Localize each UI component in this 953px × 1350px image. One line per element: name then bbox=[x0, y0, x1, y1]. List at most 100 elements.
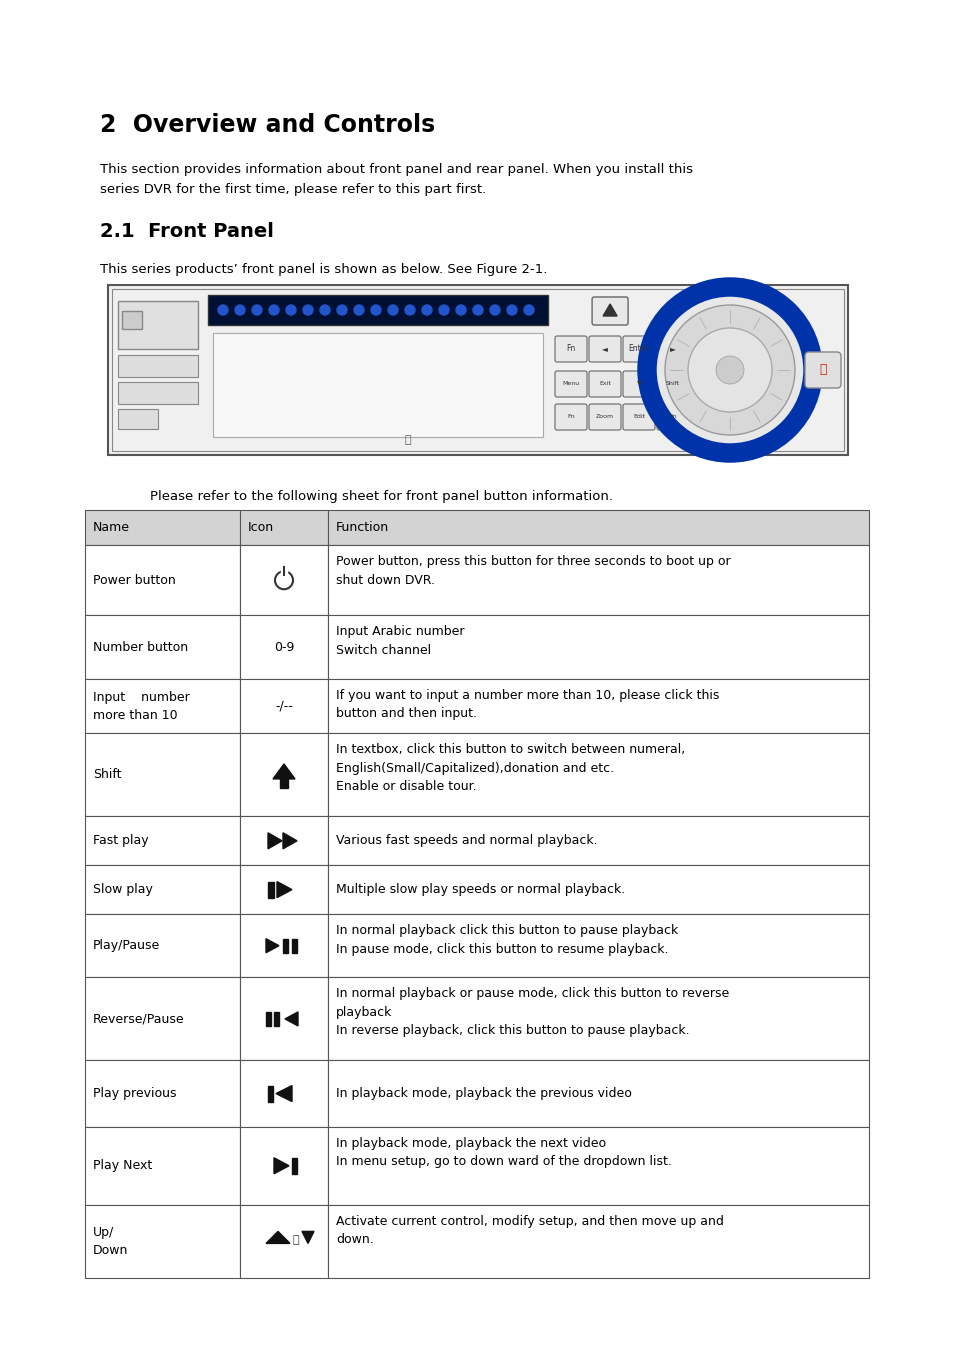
Bar bbox=[85, 977, 240, 1060]
Circle shape bbox=[421, 305, 432, 315]
Bar bbox=[240, 733, 328, 817]
Circle shape bbox=[490, 305, 499, 315]
Text: ▼: ▼ bbox=[636, 382, 640, 386]
Bar bbox=[328, 510, 868, 545]
Circle shape bbox=[641, 282, 817, 458]
Bar bbox=[328, 865, 868, 914]
Circle shape bbox=[506, 305, 517, 315]
Bar bbox=[328, 733, 868, 817]
Polygon shape bbox=[283, 833, 296, 849]
Text: Slow play: Slow play bbox=[92, 883, 152, 896]
FancyBboxPatch shape bbox=[588, 371, 620, 397]
Bar bbox=[112, 289, 843, 451]
Circle shape bbox=[252, 305, 262, 315]
Text: Zoom: Zoom bbox=[596, 414, 614, 420]
Bar bbox=[240, 545, 328, 616]
Text: Fn: Fn bbox=[566, 344, 575, 354]
Text: Play previous: Play previous bbox=[92, 1087, 176, 1100]
Bar bbox=[240, 510, 328, 545]
Bar bbox=[85, 1204, 240, 1278]
Circle shape bbox=[664, 305, 794, 435]
Text: Number button: Number button bbox=[92, 641, 188, 653]
Bar bbox=[328, 616, 868, 679]
Text: Play Next: Play Next bbox=[92, 1160, 152, 1172]
Circle shape bbox=[716, 356, 743, 383]
Text: Input Arabic number
Switch channel: Input Arabic number Switch channel bbox=[335, 625, 464, 657]
Text: Name: Name bbox=[92, 521, 130, 535]
Bar bbox=[108, 285, 847, 455]
Bar bbox=[85, 510, 240, 545]
Text: Activate current control, modify setup, and then move up and
down.: Activate current control, modify setup, … bbox=[335, 1215, 723, 1246]
Polygon shape bbox=[285, 1012, 297, 1026]
FancyBboxPatch shape bbox=[622, 371, 655, 397]
Text: In textbox, click this button to switch between numeral,
English(Small/Capitaliz: In textbox, click this button to switch … bbox=[335, 744, 684, 794]
FancyBboxPatch shape bbox=[622, 404, 655, 431]
FancyBboxPatch shape bbox=[730, 389, 759, 413]
Text: Up/
Down: Up/ Down bbox=[92, 1226, 129, 1257]
Circle shape bbox=[523, 305, 534, 315]
FancyBboxPatch shape bbox=[730, 414, 759, 439]
Circle shape bbox=[286, 305, 295, 315]
Text: 2  Overview and Controls: 2 Overview and Controls bbox=[100, 113, 435, 136]
Bar bbox=[85, 914, 240, 977]
Bar bbox=[85, 1060, 240, 1127]
Polygon shape bbox=[302, 1231, 314, 1243]
Polygon shape bbox=[266, 938, 278, 953]
Circle shape bbox=[438, 305, 449, 315]
Text: Various fast speeds and normal playback.: Various fast speeds and normal playback. bbox=[335, 834, 597, 848]
Polygon shape bbox=[268, 833, 282, 849]
Text: Power button: Power button bbox=[92, 574, 175, 587]
Circle shape bbox=[371, 305, 380, 315]
Bar bbox=[240, 1204, 328, 1278]
Text: Power button, press this button for three seconds to boot up or
shut down DVR.: Power button, press this button for thre… bbox=[335, 555, 730, 587]
Bar bbox=[240, 679, 328, 733]
Text: Edit: Edit bbox=[632, 414, 644, 420]
Text: Multiple slow play speeds or normal playback.: Multiple slow play speeds or normal play… bbox=[335, 883, 624, 896]
Text: Fn: Fn bbox=[668, 414, 676, 420]
Bar bbox=[292, 938, 296, 953]
Bar bbox=[240, 1060, 328, 1127]
FancyBboxPatch shape bbox=[730, 363, 759, 387]
Bar bbox=[328, 977, 868, 1060]
Bar bbox=[240, 865, 328, 914]
Bar bbox=[292, 1158, 296, 1173]
Text: Menu: Menu bbox=[561, 382, 579, 386]
Bar bbox=[118, 382, 198, 404]
Bar bbox=[266, 1012, 271, 1026]
Bar bbox=[328, 545, 868, 616]
Circle shape bbox=[354, 305, 364, 315]
Bar bbox=[240, 616, 328, 679]
Text: ⏻: ⏻ bbox=[819, 363, 826, 377]
Bar bbox=[268, 1085, 273, 1102]
Bar bbox=[283, 938, 288, 953]
FancyBboxPatch shape bbox=[555, 371, 586, 397]
Circle shape bbox=[218, 305, 228, 315]
Text: Fn: Fn bbox=[567, 414, 575, 420]
Bar bbox=[85, 865, 240, 914]
FancyBboxPatch shape bbox=[702, 363, 730, 387]
Text: Please refer to the following sheet for front panel button information.: Please refer to the following sheet for … bbox=[150, 490, 613, 504]
Text: This section provides information about front panel and rear panel. When you ins: This section provides information about … bbox=[100, 163, 692, 196]
Bar bbox=[85, 616, 240, 679]
Polygon shape bbox=[274, 1158, 289, 1173]
Text: In normal playback or pause mode, click this button to reverse
playback
In rever: In normal playback or pause mode, click … bbox=[335, 987, 728, 1037]
Text: In playback mode, playback the previous video: In playback mode, playback the previous … bbox=[335, 1087, 631, 1100]
FancyBboxPatch shape bbox=[657, 404, 688, 431]
Bar bbox=[281, 570, 287, 575]
Polygon shape bbox=[275, 1085, 292, 1102]
Circle shape bbox=[303, 305, 313, 315]
Text: In normal playback click this button to pause playback
In pause mode, click this: In normal playback click this button to … bbox=[335, 923, 678, 956]
Text: This series products’ front panel is shown as below. See Figure 2-1.: This series products’ front panel is sho… bbox=[100, 263, 547, 275]
Bar bbox=[85, 1127, 240, 1204]
FancyBboxPatch shape bbox=[702, 338, 730, 360]
Bar bbox=[240, 977, 328, 1060]
Bar bbox=[328, 1204, 868, 1278]
Text: Function: Function bbox=[335, 521, 389, 535]
Text: Play/Pause: Play/Pause bbox=[92, 940, 160, 952]
Polygon shape bbox=[273, 764, 294, 779]
Polygon shape bbox=[276, 882, 292, 898]
Bar bbox=[85, 679, 240, 733]
FancyBboxPatch shape bbox=[702, 414, 730, 439]
Bar bbox=[118, 301, 198, 350]
Text: Shift: Shift bbox=[92, 768, 121, 782]
